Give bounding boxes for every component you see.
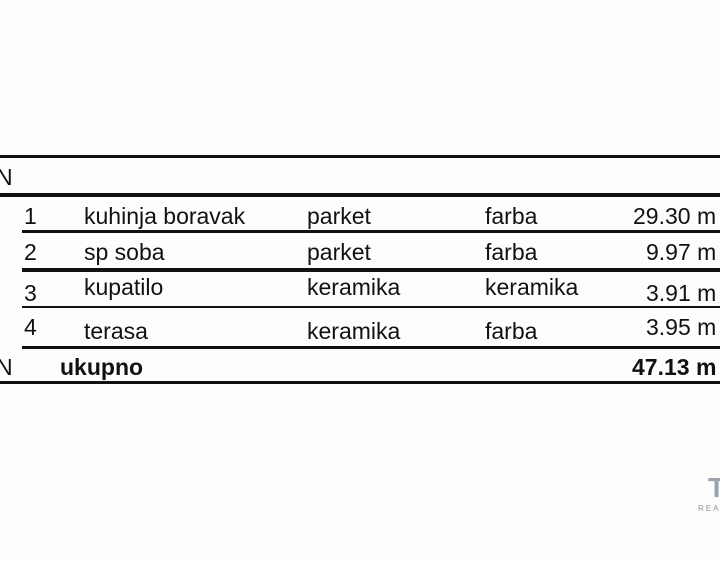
wall-finish: farba bbox=[485, 203, 538, 229]
row-number: 3 bbox=[24, 280, 37, 306]
floor-finish: parket bbox=[307, 203, 371, 229]
floor-finish: keramika bbox=[307, 318, 401, 344]
divider bbox=[0, 155, 720, 158]
room-name: kupatilo bbox=[84, 274, 164, 300]
divider bbox=[22, 306, 720, 308]
divider bbox=[0, 381, 720, 384]
divider bbox=[22, 268, 720, 272]
area: 3.95 m bbox=[646, 314, 717, 340]
room-name: terasa bbox=[84, 318, 148, 344]
total-label: ukupno bbox=[60, 354, 144, 380]
row-number: 1 bbox=[24, 203, 37, 229]
area: 29.30 m bbox=[633, 203, 717, 229]
wall-finish: farba bbox=[485, 318, 538, 344]
row-number: 2 bbox=[24, 239, 37, 265]
wall-finish: farba bbox=[485, 239, 538, 265]
divider bbox=[22, 230, 720, 233]
divider bbox=[0, 193, 720, 197]
watermark-text: REA bbox=[698, 504, 720, 513]
divider bbox=[22, 346, 720, 349]
floor-finish: parket bbox=[307, 239, 371, 265]
area: 9.97 m bbox=[646, 239, 717, 265]
room-name: kuhinja boravak bbox=[84, 203, 246, 229]
header-label: N bbox=[0, 164, 13, 190]
floor-finish: keramika bbox=[307, 274, 401, 300]
area: 3.91 m bbox=[646, 280, 717, 306]
room-name: sp soba bbox=[84, 239, 165, 265]
wall-finish: keramika bbox=[485, 274, 579, 300]
total-prefix: N bbox=[0, 354, 13, 380]
watermark-letter: T bbox=[708, 472, 720, 503]
row-number: 4 bbox=[24, 314, 37, 340]
total-area: 47.13 m bbox=[632, 354, 717, 380]
